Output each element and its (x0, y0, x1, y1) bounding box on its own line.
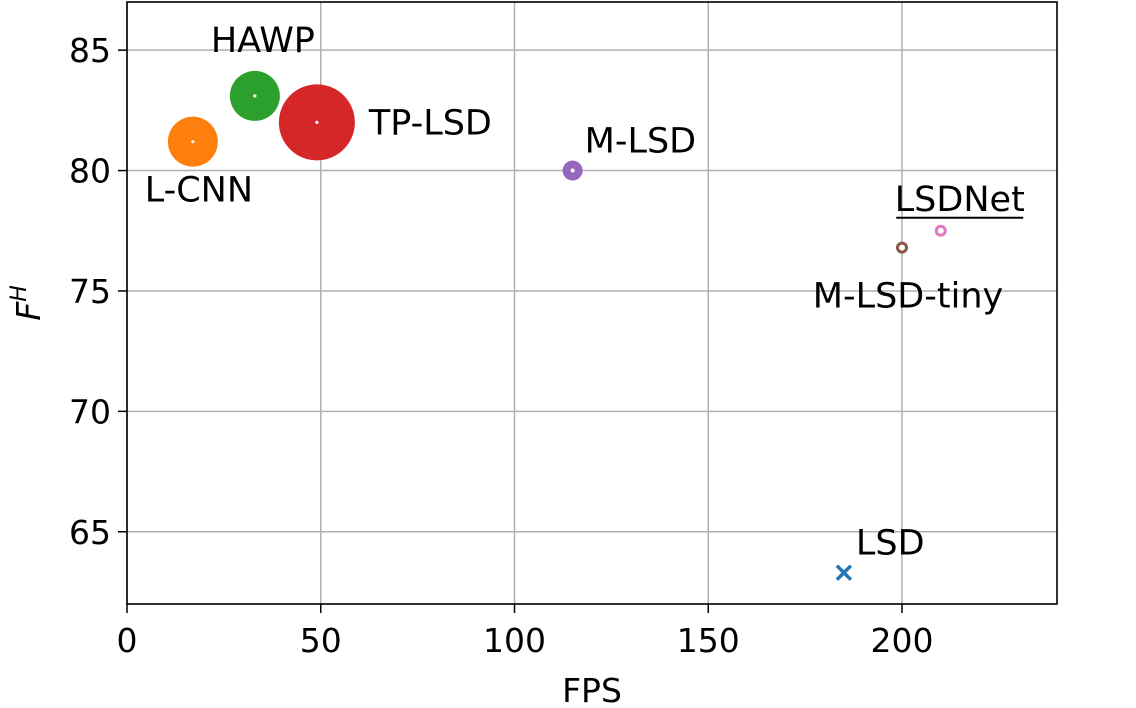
x-axis-label: FPS (562, 671, 622, 708)
label-m-lsd: M-LSD (585, 122, 697, 162)
label-hawp: HAWP (211, 21, 315, 61)
data-points (167, 70, 947, 581)
y-axis-label-main: F (9, 301, 48, 321)
y-axis-label: FH (7, 285, 48, 321)
point-lsd-stroke (835, 564, 853, 581)
point-m-lsd-center (570, 168, 575, 173)
point-tp-lsd (278, 84, 355, 161)
point-l-cnn (167, 116, 218, 167)
point-hawp-center (253, 94, 257, 98)
y-tick-label: 85 (69, 31, 111, 70)
point-l-cnn-center (191, 140, 195, 144)
point-m-lsd-tiny (896, 241, 908, 254)
point-hawp (229, 70, 280, 121)
x-tick-label: 50 (300, 621, 342, 660)
y-tick-label: 75 (69, 272, 111, 311)
point-lsd (835, 564, 853, 581)
point-m-lsd (562, 160, 583, 181)
point-tp-lsd-center (315, 120, 319, 124)
axis-ticks: 0 50 100 150 200 65 70 75 80 85 (69, 31, 934, 660)
point-labels: L-CNN HAWP TP-LSD M-LSD M-LSD-tiny LSDNet LSD (145, 21, 1025, 564)
label-m-lsd-tiny: M-LSD-tiny (813, 277, 1003, 317)
plot-frame (126, 1, 1058, 605)
x-tick-label: 200 (871, 621, 934, 660)
x-tick-label: 100 (483, 621, 546, 660)
label-tp-lsd: TP-LSD (368, 103, 492, 143)
y-axis-label-superscript: H (7, 285, 32, 302)
label-lsd: LSD (856, 524, 925, 564)
x-tick-label: 0 (117, 621, 138, 660)
point-lsdnet (934, 224, 947, 237)
x-tick-label: 150 (677, 621, 740, 660)
point-lsdnet-marker (934, 224, 947, 237)
y-tick-label: 70 (69, 392, 111, 431)
y-tick-label: 80 (69, 152, 111, 191)
y-tick-label: 65 (69, 513, 111, 552)
label-lsdnet: LSDNet (895, 180, 1025, 220)
label-l-cnn: L-CNN (145, 171, 253, 211)
point-m-lsd-tiny-marker (896, 241, 908, 254)
